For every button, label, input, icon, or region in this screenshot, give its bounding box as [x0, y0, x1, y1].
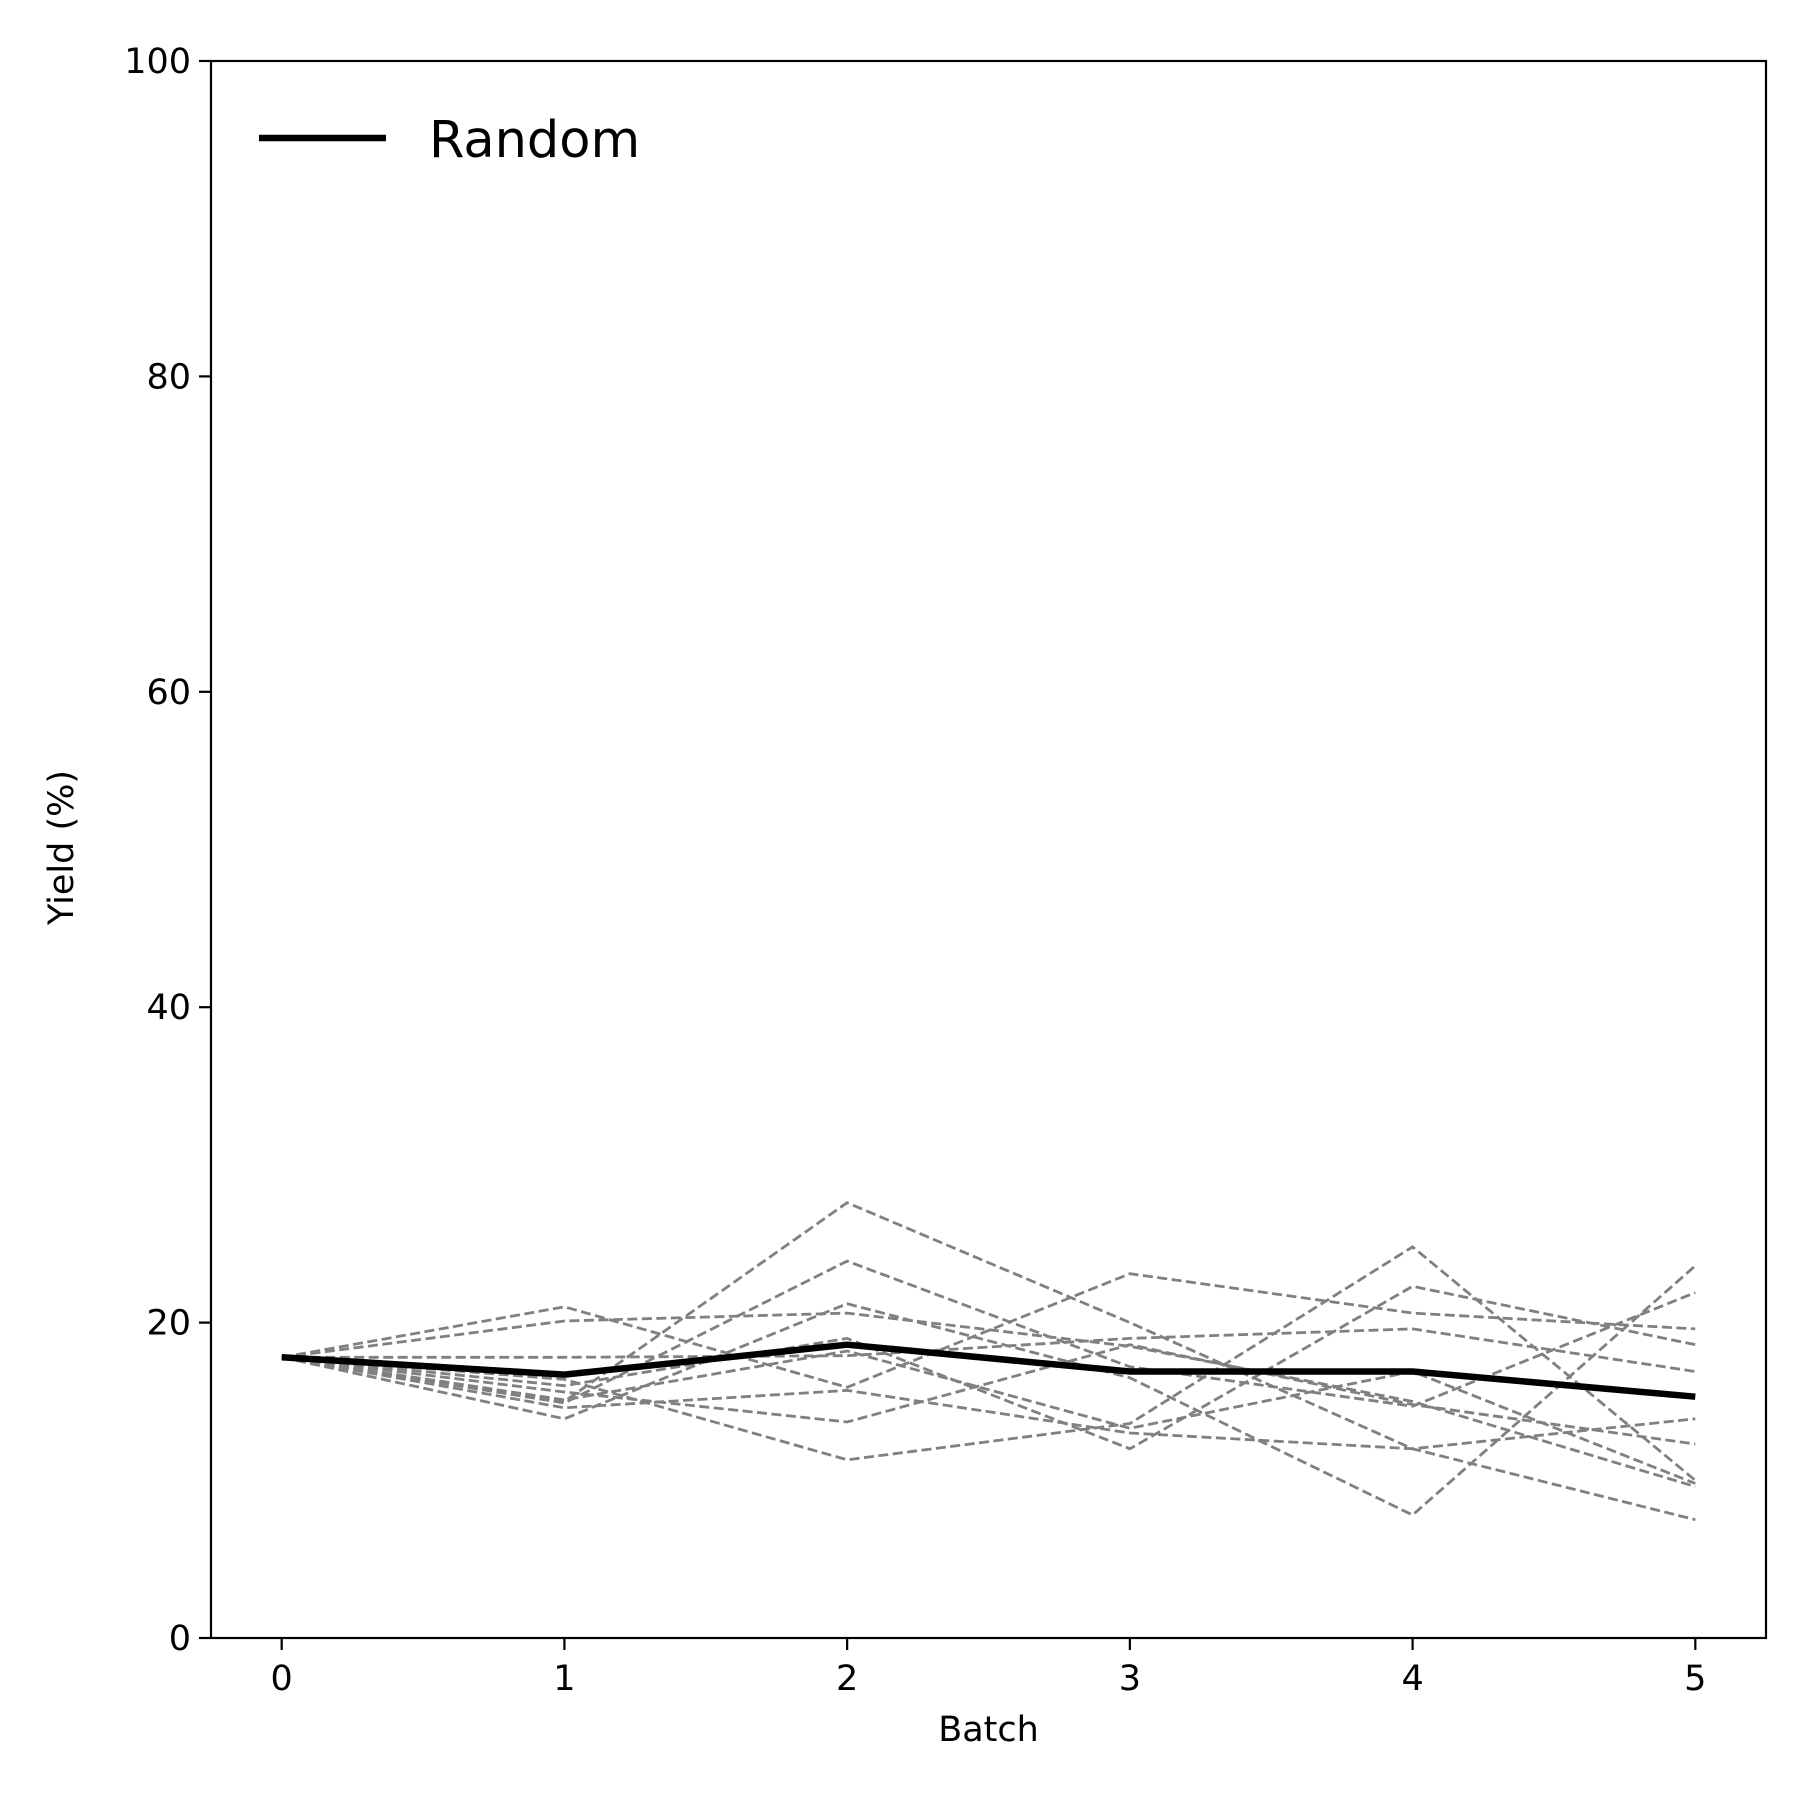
x-tick-label: 3 [1119, 1659, 1141, 1699]
run-line-7 [281, 1284, 1696, 1451]
x-axis-ticks: 0 1 2 3 4 5 [271, 1638, 1706, 1699]
y-tick-label: 20 [146, 1304, 191, 1344]
y-axis-ticks: 0 20 40 60 80 100 [124, 42, 211, 1659]
x-tick-label: 5 [1684, 1659, 1706, 1699]
run-line-5 [281, 1264, 1697, 1517]
mean-layer [281, 1341, 1696, 1400]
legend-label-random: Random [429, 111, 640, 170]
run-line-4 [281, 1259, 1696, 1408]
x-tick-label: 0 [271, 1659, 293, 1699]
x-tick-label: 1 [553, 1659, 575, 1699]
run-line-8 [281, 1355, 1696, 1451]
y-tick-label: 80 [146, 357, 191, 397]
x-tick-label: 4 [1401, 1659, 1423, 1699]
y-tick-label: 100 [124, 42, 191, 82]
legend: Random [259, 111, 640, 170]
run-line-11 [281, 1349, 1696, 1485]
y-tick-label: 0 [169, 1619, 191, 1659]
x-tick-label: 2 [836, 1659, 858, 1699]
x-axis-label: Batch [938, 1710, 1039, 1750]
run-line-9 [281, 1343, 1696, 1446]
y-tick-label: 40 [146, 988, 191, 1028]
run-line-1 [281, 1311, 1696, 1488]
y-axis-label: Yield (%) [42, 770, 82, 926]
run-line-2 [281, 1272, 1696, 1389]
y-tick-label: 60 [146, 673, 191, 713]
plot-frame [209, 59, 1768, 1640]
run-line-10 [281, 1245, 1697, 1482]
run-line-6 [281, 1327, 1696, 1373]
series-line-random [281, 1341, 1696, 1400]
runs-layer [281, 1201, 1697, 1522]
